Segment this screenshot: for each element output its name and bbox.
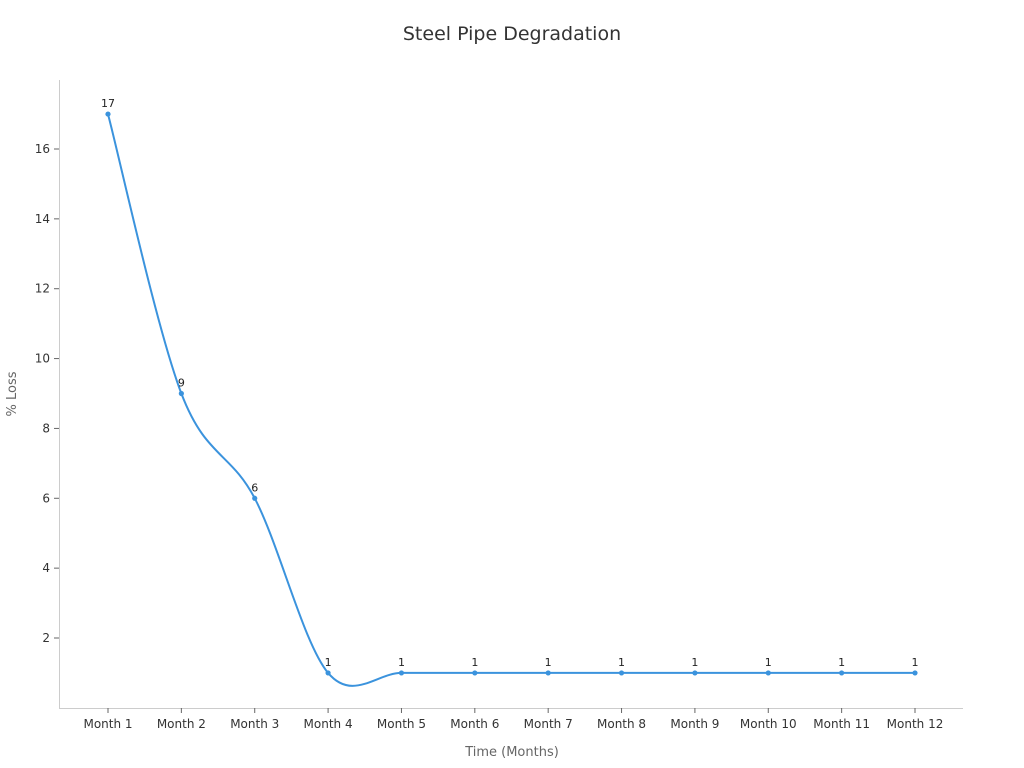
- data-point: [912, 670, 918, 676]
- y-tick-label: 6: [42, 491, 50, 505]
- y-tick-label: 14: [35, 212, 50, 226]
- x-tick-label: Month 7: [524, 717, 573, 731]
- data-label: 1: [471, 656, 478, 669]
- data-point: [472, 670, 478, 676]
- x-tick-label: Month 12: [887, 717, 944, 731]
- data-label: 1: [398, 656, 405, 669]
- y-tick-label: 10: [35, 352, 50, 366]
- x-tick-label: Month 3: [230, 717, 279, 731]
- data-point: [325, 670, 331, 676]
- y-tick-label: 2: [42, 631, 50, 645]
- data-label: 1: [838, 656, 845, 669]
- series-line: [107, 113, 915, 687]
- data-label: 6: [251, 481, 258, 494]
- series-layer: [105, 111, 918, 687]
- x-tick-label: Month 11: [813, 717, 870, 731]
- x-tick-label: Month 1: [83, 717, 132, 731]
- chart-title: Steel Pipe Degradation: [403, 23, 621, 45]
- x-tick-label: Month 9: [670, 717, 719, 731]
- data-label: 17: [101, 97, 115, 110]
- data-point: [839, 670, 845, 676]
- data-point: [692, 670, 698, 676]
- x-axis-ticks: Month 1 Month 2 Month 3 Month 4 Month 5 Month…: [83, 708, 943, 731]
- y-axis-title: % Loss: [5, 371, 20, 416]
- data-point: [765, 670, 771, 676]
- x-tick-label: Month 10: [740, 717, 797, 731]
- data-point: [398, 670, 405, 676]
- x-tick-label: Month 4: [304, 717, 353, 731]
- data-point: [105, 111, 111, 117]
- data-point: [618, 670, 625, 676]
- y-tick-label: 8: [42, 421, 50, 435]
- data-point: [178, 390, 184, 397]
- y-tick-label: 12: [35, 282, 50, 296]
- data-label: 1: [912, 656, 919, 669]
- data-label: 1: [765, 656, 772, 669]
- data-labels: 17 9 6 1 1 1 1 1 1 1 1 1: [101, 97, 919, 669]
- y-tick-label: 16: [35, 142, 50, 156]
- x-axis-title: Time (Months): [464, 745, 559, 760]
- x-tick-label: Month 5: [377, 717, 426, 731]
- data-point: [252, 495, 258, 501]
- data-label: 1: [618, 656, 625, 669]
- data-label: 1: [325, 656, 332, 669]
- y-tick-label: 4: [42, 561, 50, 575]
- x-tick-label: Month 8: [597, 717, 646, 731]
- y-axis-ticks: 2 4 6 8 10 12 14 16: [35, 142, 59, 645]
- x-tick-label: Month 6: [450, 717, 499, 731]
- data-label: 1: [545, 656, 552, 669]
- x-tick-label: Month 2: [157, 717, 206, 731]
- data-point: [545, 670, 551, 676]
- data-label: 9: [178, 377, 185, 390]
- data-label: 1: [691, 656, 698, 669]
